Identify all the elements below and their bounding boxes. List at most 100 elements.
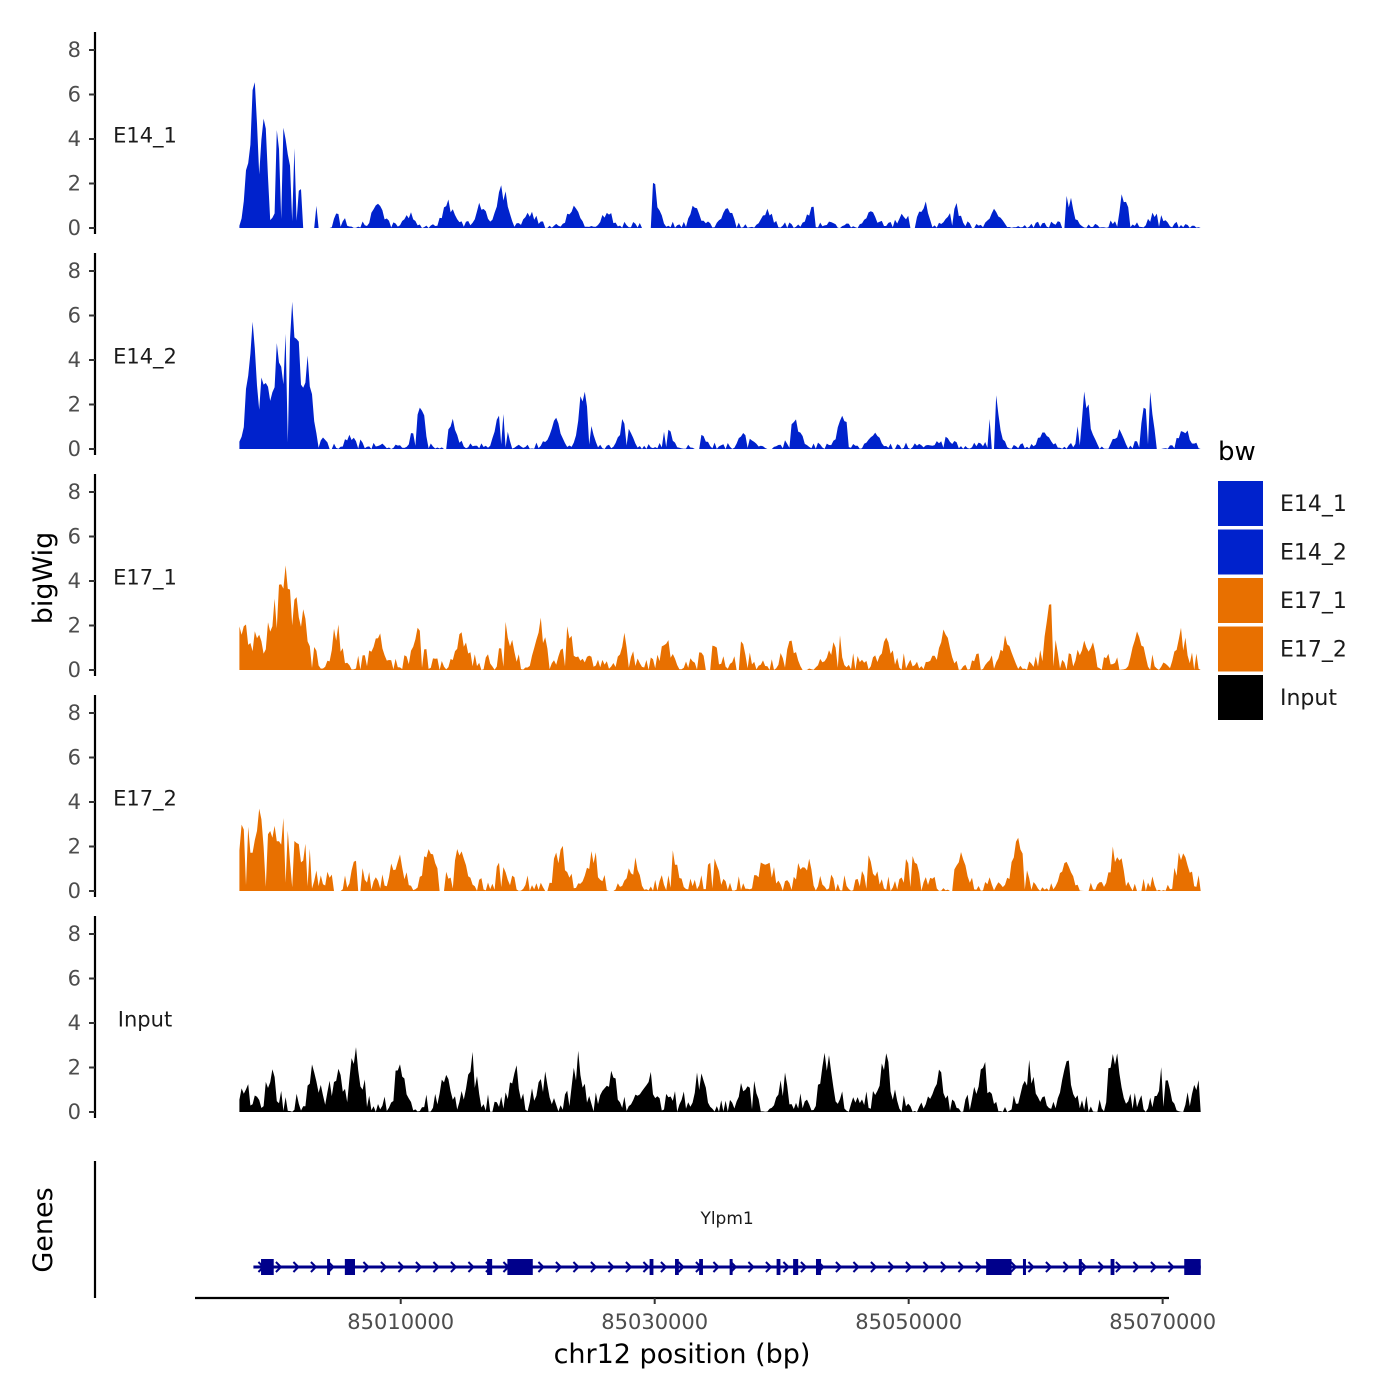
legend-key-E14_1 <box>1218 481 1263 526</box>
y-tick-label: 4 <box>68 348 81 372</box>
strand-arrow <box>642 1261 650 1273</box>
exon <box>507 1259 533 1275</box>
x-tick-label: 85010000 <box>347 1310 454 1334</box>
exon <box>1022 1259 1026 1275</box>
strand-arrow <box>1045 1261 1053 1273</box>
coverage-area-E17_1 <box>239 565 1201 670</box>
track-label-E17_2: E17_2 <box>113 787 177 812</box>
strand-arrow <box>922 1261 930 1273</box>
exon <box>729 1259 733 1275</box>
y-tick-label: 0 <box>68 1100 81 1124</box>
x-tick-label: 85050000 <box>855 1310 962 1334</box>
legend-key-E14_2 <box>1218 529 1263 575</box>
strand-arrow <box>660 1261 668 1273</box>
strand-arrow <box>537 1261 545 1273</box>
genes-track: Ylpm1 <box>93 1161 1201 1298</box>
strand-arrow <box>677 1261 685 1273</box>
coverage-area-E14_2 <box>239 301 1201 449</box>
exon <box>1184 1259 1201 1275</box>
exon <box>986 1259 1012 1275</box>
track-label-Input: Input <box>118 1008 172 1032</box>
y-tick-label: 4 <box>68 1011 81 1035</box>
strand-arrow <box>1167 1261 1175 1273</box>
track-label-E14_2: E14_2 <box>113 345 177 370</box>
y-tick-label: 4 <box>68 569 81 593</box>
strand-arrow <box>747 1261 755 1273</box>
strand-arrow <box>1150 1261 1158 1273</box>
y-tick-label: 6 <box>68 83 81 107</box>
strand-arrow <box>975 1261 983 1273</box>
strand-arrow <box>397 1261 405 1273</box>
strand-arrow <box>310 1261 318 1273</box>
legend-label-E17_2: E17_2 <box>1280 638 1347 663</box>
strand-arrow <box>572 1261 580 1273</box>
exon <box>675 1259 679 1275</box>
exon <box>699 1259 703 1275</box>
exon <box>487 1259 493 1275</box>
legend-label-E14_2: E14_2 <box>1280 541 1347 566</box>
y-tick-label: 2 <box>68 393 81 417</box>
strand-arrow <box>415 1261 423 1273</box>
legend-label-E14_1: E14_1 <box>1280 492 1347 517</box>
x-tick-label: 85070000 <box>1109 1310 1216 1334</box>
strand-arrow <box>555 1261 563 1273</box>
track-E17_1: 0 2 4 6 8 E17_1 <box>68 474 1201 682</box>
track-E14_2: 0 2 4 6 8 E14_2 <box>68 253 1201 461</box>
y-tick-label: 4 <box>68 790 81 814</box>
legend: bw E14_1 E14_2 E17_1 E17_2 Input <box>1218 437 1347 720</box>
y-tick-label: 2 <box>68 1056 81 1080</box>
y-tick-label: 6 <box>68 746 81 770</box>
y-tick-label: 0 <box>68 216 81 240</box>
legend-key-E17_2 <box>1218 626 1263 672</box>
y-tick-label: 8 <box>68 38 81 62</box>
strand-arrow <box>362 1261 370 1273</box>
strand-arrow <box>870 1261 878 1273</box>
exon <box>793 1259 799 1275</box>
y-tick-label: 8 <box>68 259 81 283</box>
x-axis-title: chr12 position (bp) <box>554 1339 811 1370</box>
strand-arrow <box>1115 1261 1123 1273</box>
strand-arrow <box>432 1261 440 1273</box>
x-tick-label: 85030000 <box>601 1310 708 1334</box>
exon <box>649 1259 654 1275</box>
legend-key-Input <box>1218 675 1263 720</box>
strand-arrow <box>1027 1261 1035 1273</box>
legend-title: bw <box>1218 437 1256 467</box>
coverage-area-E14_1 <box>239 82 1201 228</box>
track-Input: 0 2 4 6 8 Input <box>68 916 1201 1124</box>
track-label-E14_1: E14_1 <box>113 124 177 149</box>
exon <box>344 1259 356 1275</box>
strand-arrow <box>800 1261 808 1273</box>
strand-arrow <box>467 1261 475 1273</box>
strand-arrow <box>1010 1261 1018 1273</box>
strand-arrow <box>625 1261 633 1273</box>
y-tick-label: 4 <box>68 127 81 151</box>
y-tick-label: 6 <box>68 525 81 549</box>
strand-arrow <box>712 1261 720 1273</box>
exon <box>1110 1259 1115 1275</box>
strand-arrow <box>957 1261 965 1273</box>
exon <box>776 1259 781 1275</box>
strand-arrow <box>782 1261 790 1273</box>
strand-arrow <box>765 1261 773 1273</box>
y-tick-label: 6 <box>68 304 81 328</box>
strand-arrow <box>1132 1261 1140 1273</box>
x-axis: 85010000 85030000 85050000 85070000 <box>195 1296 1216 1334</box>
strand-arrow <box>380 1261 388 1273</box>
exon <box>1078 1259 1082 1275</box>
y-tick-label: 0 <box>68 437 81 461</box>
genes-axis-title: Genes <box>28 1187 59 1272</box>
strand-arrow <box>852 1261 860 1273</box>
coverage-tracks: 0 2 4 6 8 E14_1 0 2 4 6 8 E14_2 0 2 4 6 8 E17_1 0 2 4 6 8 E17_2… <box>68 32 1201 1124</box>
y-tick-label: 8 <box>68 701 81 725</box>
track-E14_1: 0 2 4 6 8 E14_1 <box>68 32 1201 240</box>
y-axis-title: bigWig <box>28 532 59 625</box>
track-E17_2: 0 2 4 6 8 E17_2 <box>68 695 1201 903</box>
strand-arrow <box>590 1261 598 1273</box>
track-label-E17_1: E17_1 <box>113 566 177 591</box>
exon <box>815 1259 822 1275</box>
strand-arrow <box>1097 1261 1105 1273</box>
legend-label-Input: Input <box>1280 686 1337 711</box>
y-tick-label: 2 <box>68 835 81 859</box>
